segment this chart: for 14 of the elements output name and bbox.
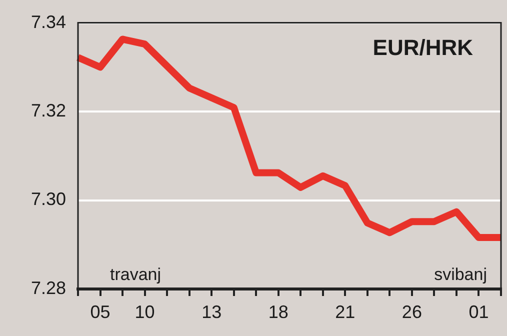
- y-tick-label: 7.30: [30, 189, 66, 210]
- x-tick-label: 18: [268, 302, 288, 322]
- x-tick-label: 26: [402, 302, 422, 322]
- x-tick-label: 21: [335, 302, 356, 322]
- annotation: travanj: [110, 265, 162, 284]
- x-tick-label: 01: [468, 302, 489, 322]
- text: EUR/HRK: [372, 34, 474, 60]
- y-tick-label: 7.32: [30, 100, 66, 120]
- y-tick-label: 7.28: [30, 278, 66, 298]
- x-tick-label: 13: [202, 302, 222, 322]
- y-tick-label: 7.34: [30, 12, 66, 32]
- x-tick-label: 05: [90, 302, 110, 322]
- x-tick-label: 10: [134, 302, 155, 322]
- annotation: svibanj: [434, 265, 487, 284]
